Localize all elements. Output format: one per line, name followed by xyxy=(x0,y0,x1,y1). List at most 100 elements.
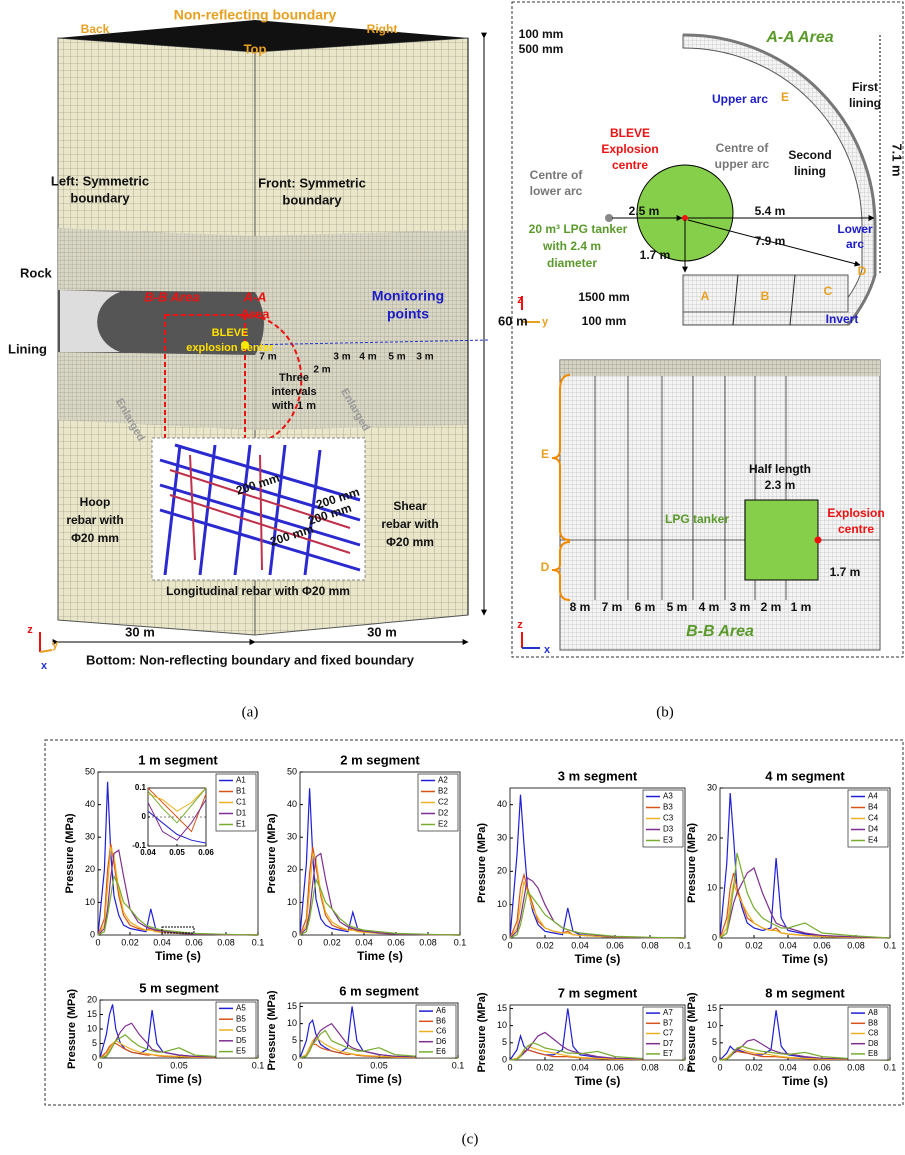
legend-label: E6 xyxy=(436,1047,446,1056)
chart-title: 2 m segment xyxy=(340,752,420,767)
legend-label: D6 xyxy=(436,1037,447,1046)
x-tick-label: 0.05 xyxy=(169,848,185,857)
y-tick-label: 30 xyxy=(287,832,297,842)
annotation: 2 m xyxy=(761,600,782,614)
y-tick-label: 20 xyxy=(497,866,507,876)
annotation: arc xyxy=(846,237,864,251)
x-tick-label: 0.1 xyxy=(252,1060,265,1070)
x-tick-label: 0.02 xyxy=(536,940,554,950)
y-axis-label: Pressure (MPa) xyxy=(266,990,278,1070)
y-tick-label: 30 xyxy=(85,832,95,842)
y-tick-label: 10 xyxy=(287,897,297,907)
chart-title: 3 m segment xyxy=(558,768,638,783)
annotation: Lining xyxy=(8,341,47,356)
annotation: diameter xyxy=(547,256,597,270)
x-axis-label: Time (s) xyxy=(782,952,828,966)
model-3d xyxy=(40,20,490,652)
legend-label: A1 xyxy=(236,776,246,785)
legend-label: C1 xyxy=(236,798,247,807)
annotation: z xyxy=(517,294,523,306)
annotation: Bottom: Non-reflecting boundary and fixe… xyxy=(86,652,415,667)
annotation: Centre of xyxy=(716,141,770,155)
figure: 1 m segmentTime (s)Pressure (MPa)00.020.… xyxy=(0,0,905,1155)
x-tick-label: 0.1 xyxy=(884,940,897,950)
y-tick-label: 10 xyxy=(707,1020,717,1030)
annotation: 3 m xyxy=(730,600,751,614)
legend-label: D4 xyxy=(868,825,879,834)
legend-label: B4 xyxy=(868,803,878,812)
annotation: 3 m xyxy=(333,352,350,363)
annotation: Three xyxy=(279,372,309,384)
annotation: centre xyxy=(612,158,648,172)
annotation: z xyxy=(517,619,523,631)
x-tick-label: 0.1 xyxy=(679,940,692,950)
y-tick-label: -0.1 xyxy=(132,841,146,850)
annotation: Invert xyxy=(826,312,859,326)
annotation: 2.5 m xyxy=(629,204,660,218)
x-tick-label: 0.08 xyxy=(641,1062,659,1072)
annotation: 7 m xyxy=(602,600,623,614)
x-tick-label: 0.02 xyxy=(536,1062,554,1072)
annotation: rebar with xyxy=(66,513,123,527)
annotation: First xyxy=(852,80,878,94)
annotation: Left: Symmetric xyxy=(51,173,149,188)
chart-title: 8 m segment xyxy=(765,985,845,1000)
x-tick-label: 0.1 xyxy=(454,937,467,947)
x-tick-label: 0 xyxy=(717,940,722,950)
annotation: Φ20 mm xyxy=(71,531,119,545)
legend-label: A8 xyxy=(868,1008,878,1017)
y-tick-label: 0 xyxy=(292,929,297,939)
y-tick-label: 20 xyxy=(85,864,95,874)
y-tick-label: 20 xyxy=(87,994,97,1004)
annotation: 5.4 m xyxy=(755,204,786,218)
x-tick-label: 0.1 xyxy=(884,1062,897,1072)
annotation: 1.7 m xyxy=(830,565,861,579)
x-tick-label: 0.08 xyxy=(847,940,865,950)
y-tick-label: 15 xyxy=(497,1003,507,1013)
annotation: upper arc xyxy=(715,157,770,171)
y-tick-label: 40 xyxy=(85,799,95,809)
y-axis-label: Pressure (MPa) xyxy=(266,813,278,893)
x-tick-label: 0.02 xyxy=(323,937,341,947)
legend-label: B7 xyxy=(663,1018,673,1027)
y-tick-label: 20 xyxy=(287,864,297,874)
annotation: Right xyxy=(367,22,398,36)
x-tick-label: 0 xyxy=(717,1062,722,1072)
legend-label: D3 xyxy=(663,825,674,834)
y-tick-label: 30 xyxy=(707,782,717,792)
annotation: 5 m xyxy=(388,352,405,363)
x-axis-label: Time (s) xyxy=(356,1072,402,1086)
annotation: 7.9 m xyxy=(755,234,786,248)
x-tick-label: 0.06 xyxy=(387,937,405,947)
y-tick-label: 30 xyxy=(497,832,507,842)
annotation: BLEVE xyxy=(610,126,650,140)
x-tick-label: 0.04 xyxy=(571,940,589,950)
y-tick-label: 0 xyxy=(712,1054,717,1064)
y-axis-label: Pressure (MPa) xyxy=(686,823,698,903)
x-tick-label: 0.05 xyxy=(170,1060,188,1070)
y-tick-label: 10 xyxy=(85,897,95,907)
annotation: Second xyxy=(788,148,831,162)
annotation: intervals xyxy=(271,386,316,398)
annotation: 500 mm xyxy=(519,42,564,56)
x-tick-label: 0.08 xyxy=(641,940,659,950)
panel-label: (a) xyxy=(242,704,259,720)
y-tick-label: 50 xyxy=(85,766,95,776)
y-axis-label: Pressure (MPa) xyxy=(476,823,488,903)
legend-label: A7 xyxy=(663,1008,673,1017)
x-tick-label: 0.06 xyxy=(813,940,831,950)
annotation: points xyxy=(387,306,429,322)
annotation: A-A Area xyxy=(765,29,833,46)
annotation: rebar with xyxy=(381,517,438,531)
legend-label: D8 xyxy=(868,1039,879,1048)
x-tick-label: 0.04 xyxy=(355,937,373,947)
annotation: y xyxy=(52,639,59,651)
x-axis-label: Time (s) xyxy=(575,1074,621,1088)
x-tick-label: 0.02 xyxy=(745,940,763,950)
annotation: Shear xyxy=(393,499,427,513)
annotation: lining xyxy=(849,96,881,110)
annotation: 2.3 m xyxy=(765,478,796,492)
x-tick-label: 0.06 xyxy=(606,940,624,950)
annotation: Area xyxy=(241,306,271,321)
annotation: 1500 mm xyxy=(578,290,629,304)
